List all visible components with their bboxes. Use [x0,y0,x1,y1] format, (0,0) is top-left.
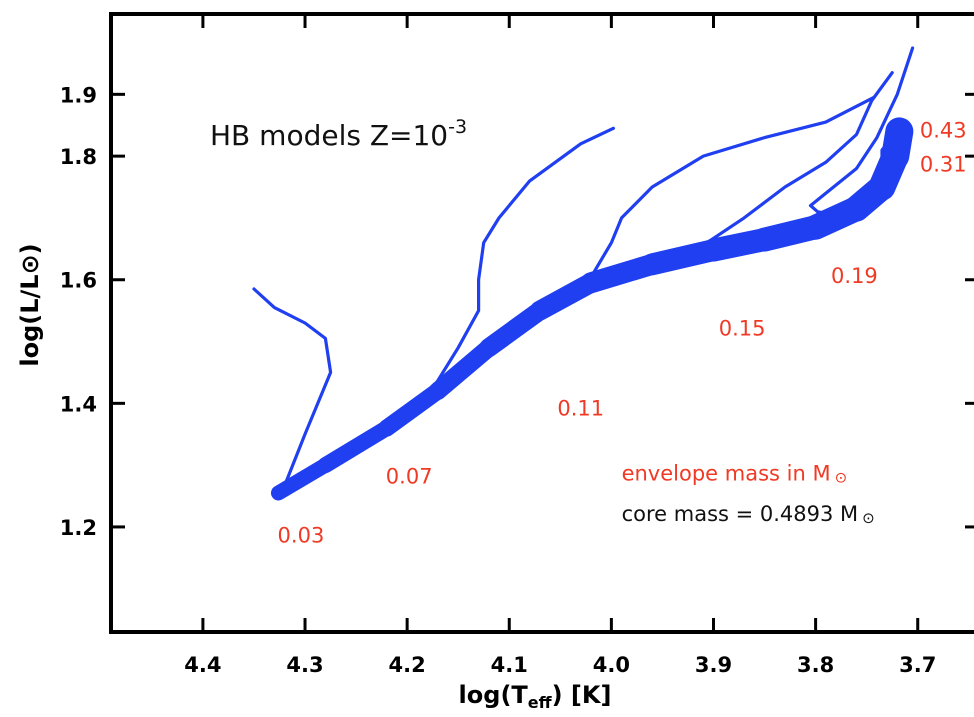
hb-track-1 [252,287,333,483]
x-tick-label: 4.1 [491,653,528,677]
x-tick-label: 3.9 [695,653,732,677]
series [252,46,915,501]
legend-envelope-mass: envelope mass in M ⊙ [622,462,848,487]
y-tick-label: 1.6 [60,269,97,293]
annotations: envelope mass in M ⊙ core mass = 0.4893 M ⊙ [622,462,875,527]
y-tick-label: 1.8 [60,145,97,169]
x-axis-label-sub: eff [528,693,553,712]
zahb-segment [378,382,447,437]
envelope-mass-label: 0.03 [278,523,325,547]
zahb-segment [881,117,914,171]
x-tick-label: 3.8 [797,653,834,677]
y-axis-label: log(L/L⊙) [16,243,44,366]
chart-title-exponent: -3 [448,116,467,138]
envelope-mass-label: 0.07 [386,465,433,489]
mass-labels: 0.03 0.07 0.11 0.15 0.19 0.31 0.43 [278,119,967,548]
ticks [111,14,974,632]
y-tick-label: 1.9 [60,83,97,107]
y-tick-labels: 1.2 1.4 1.6 1.8 1.9 [60,83,97,540]
x-tick-label: 3.7 [899,653,936,677]
envelope-mass-label: 0.11 [557,397,604,421]
x-tick-label: 4.2 [389,653,426,677]
x-tick-labels: 4.4 4.3 4.2 4.1 4.0 3.9 3.8 3.7 [184,653,936,677]
x-axis-label-pre: log(T [459,681,529,709]
x-axis-label: log(Teff) [K] [459,681,612,712]
x-tick-label: 4.4 [184,653,221,677]
hb-track-6 [880,136,897,164]
hb-track-2 [426,126,616,399]
hb-track-4 [691,71,894,254]
zahb-segment [270,457,333,501]
hb-track-3 [584,95,876,288]
legend-core-mass: core mass = 0.4893 M ⊙ [622,502,875,527]
envelope-mass-label: 0.15 [719,316,766,340]
x-tick-label: 4.0 [593,653,630,677]
envelope-mass-label: 0.43 [920,119,967,143]
zahb-segment [317,420,395,474]
chart-title-main: HB models Z=10 [210,119,448,152]
hb-track-5 [808,46,915,217]
x-axis-label-post: ) [K] [552,681,612,709]
zahb-segment [428,338,498,400]
y-tick-label: 1.2 [60,516,97,540]
x-tick-label: 4.3 [286,653,323,677]
chart-title: HB models Z=10-3 [210,116,467,152]
envelope-mass-label: 0.19 [831,264,878,288]
envelope-mass-label: 0.31 [920,153,967,177]
y-tick-label: 1.4 [60,392,97,416]
zahb-segment [479,301,550,358]
plot-frame [109,12,974,634]
